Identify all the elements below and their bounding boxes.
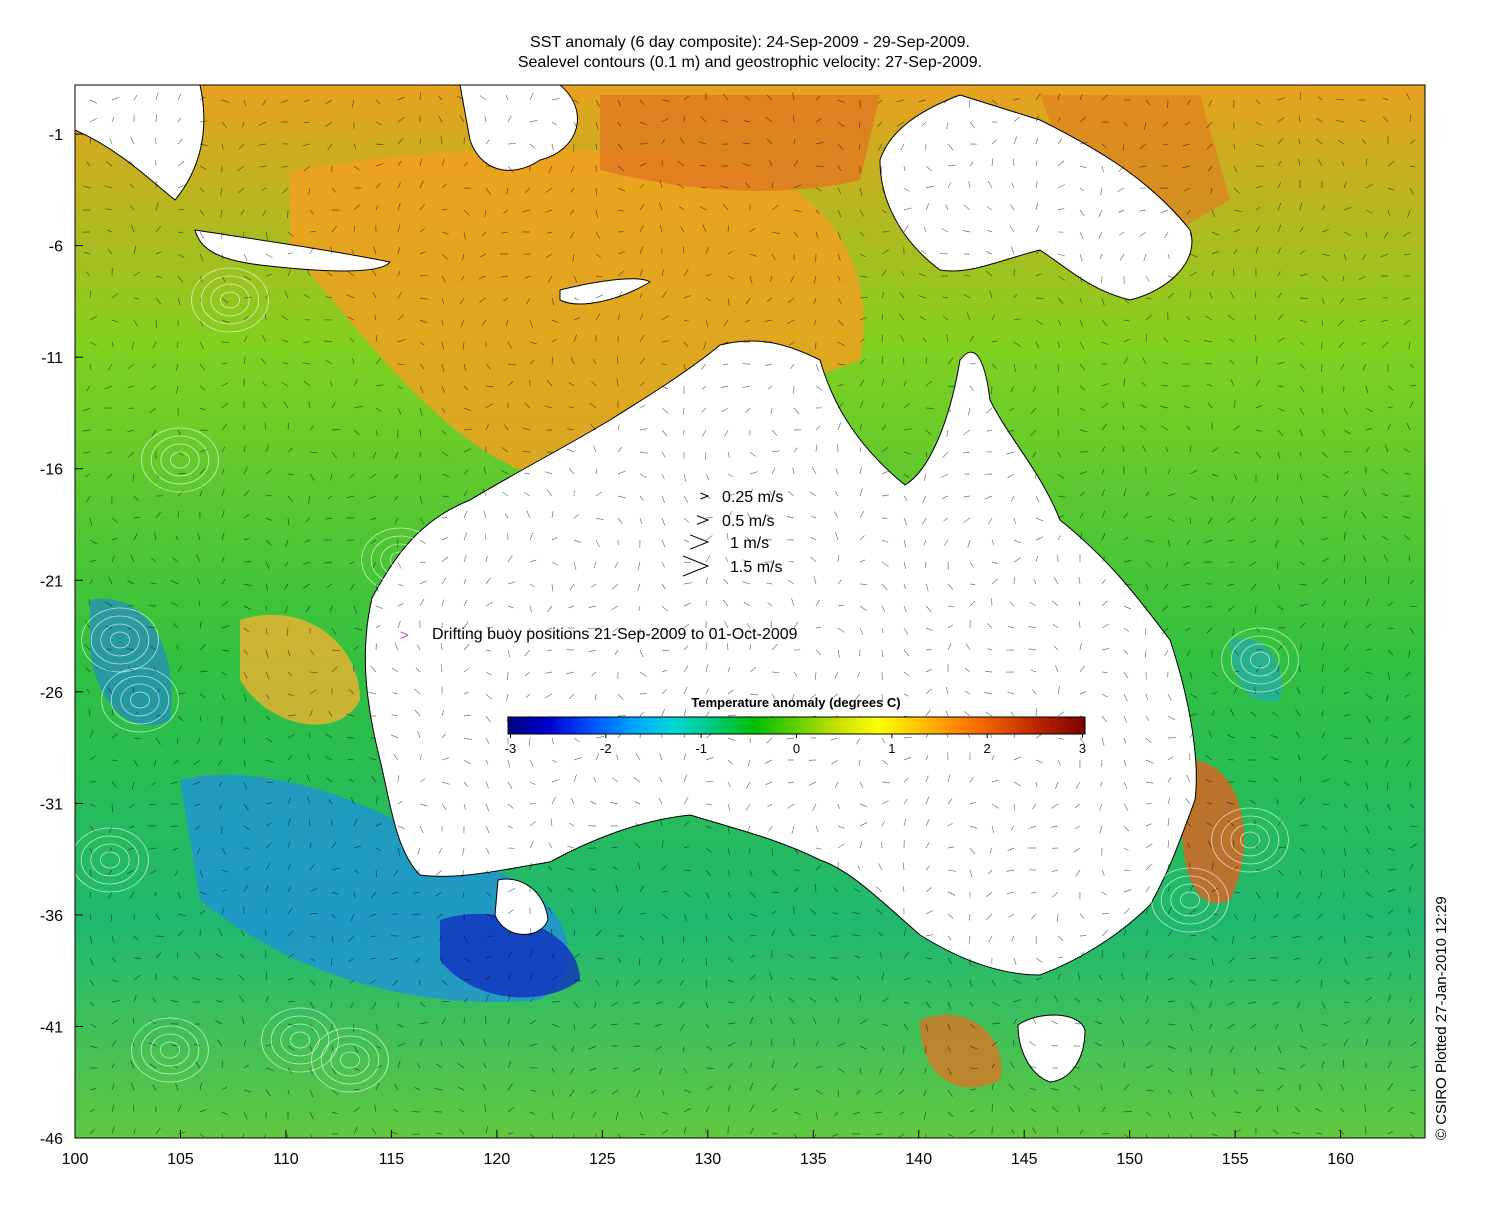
y-tick-label: -1 — [49, 127, 63, 144]
velocity-legend-label: 1 m/s — [730, 535, 769, 552]
colorbar-title: Temperature anomaly (degrees C) — [691, 695, 900, 710]
x-tick-label: 100 — [62, 1151, 89, 1168]
colorbar-tick-label: 1 — [888, 741, 895, 756]
plot-frame — [74, 84, 1426, 1139]
cold-anomaly-core — [440, 913, 580, 998]
colorbar-tick-label: 3 — [1079, 741, 1086, 756]
y-tick-label: -11 — [41, 350, 63, 367]
lesser-sunda — [559, 278, 651, 305]
buoy-legend-label: Drifting buoy positions 21-Sep-2009 to 0… — [432, 626, 798, 643]
sumatra-borneo — [75, 85, 205, 201]
land-masses — [75, 85, 1197, 1083]
colorbar-gradient — [507, 716, 1086, 735]
x-tick-label: 135 — [800, 1151, 827, 1168]
x-tick-label: 140 — [905, 1151, 932, 1168]
buoy-symbol: > — [400, 627, 409, 644]
colorbar: Temperature anomaly (degrees C) -3 -2 -1 0 1… — [505, 695, 1086, 756]
y-axis-latitude: -1 -6 -11 -16 -21 -26 -31 -36 -41 -46 — [40, 127, 83, 1148]
sealevel-contours — [75, 267, 1299, 1093]
y-tick-label: -6 — [49, 239, 63, 256]
y-tick-label: -46 — [40, 1131, 63, 1148]
velocity-legend-arrow — [700, 492, 710, 500]
x-tick-label: 155 — [1222, 1151, 1249, 1168]
sst-anomaly-map — [75, 85, 1425, 1138]
velocity-legend-arrow — [682, 555, 710, 577]
y-tick-label: -31 — [40, 796, 63, 813]
buoy-legend: > Drifting buoy positions 21-Sep-2009 to… — [400, 626, 798, 644]
map-title-line2: Sealevel contours (0.1 m) and geostrophi… — [517, 54, 983, 71]
x-tick-label: 145 — [1011, 1151, 1038, 1168]
x-tick-label: 160 — [1327, 1151, 1354, 1168]
sulawesi — [459, 85, 578, 171]
velocity-legend-arrow — [696, 515, 710, 525]
x-tick-label: 105 — [167, 1151, 194, 1168]
y-tick-label: -21 — [40, 573, 63, 590]
velocity-legend-label: 0.5 m/s — [722, 513, 774, 530]
y-tick-label: -26 — [40, 685, 63, 702]
velocity-legend: 0.25 m/s 0.5 m/s 1 m/s 1.5 m/s — [682, 489, 783, 577]
colorbar-tick-label: 2 — [984, 741, 991, 756]
x-tick-label: 120 — [484, 1151, 511, 1168]
map-title-line1: SST anomaly (6 day composite): 24-Sep-20… — [530, 34, 970, 51]
new-guinea — [879, 94, 1193, 301]
colorbar-tick-label: -1 — [695, 741, 707, 756]
x-axis-longitude: 100 105 110 115 120 125 130 135 140 145 150 155 160 — [62, 1130, 1354, 1168]
warm-anomaly-banda-sea — [600, 95, 880, 191]
warm-anomaly-bass-strait — [920, 1014, 1002, 1088]
velocity-legend-label: 0.25 m/s — [722, 489, 783, 506]
tasmania — [1017, 1014, 1086, 1083]
x-tick-label: 125 — [589, 1151, 616, 1168]
australia-mainland — [364, 340, 1197, 976]
x-tick-label: 110 — [273, 1151, 299, 1168]
colorbar-tick-label: 0 — [793, 741, 800, 756]
velocity-legend-label: 1.5 m/s — [730, 559, 782, 576]
velocity-legend-arrow — [689, 534, 710, 550]
y-tick-label: -41 — [40, 1019, 63, 1036]
x-tick-label: 115 — [379, 1151, 405, 1168]
cold-anomaly-tasman — [1230, 638, 1282, 702]
y-tick-label: -36 — [40, 908, 63, 925]
warm-anomaly-west — [240, 614, 360, 725]
geostrophic-velocity-arrows — [82, 92, 1418, 1138]
credit-text: © CSIRO Plotted 27-Jan-2010 12:29 — [1433, 896, 1450, 1140]
x-tick-label: 150 — [1116, 1151, 1143, 1168]
colorbar-tick-label: -3 — [505, 741, 517, 756]
kangaroo-island — [494, 878, 549, 935]
colorbar-tick-label: -2 — [600, 741, 612, 756]
x-tick-label: 130 — [694, 1151, 721, 1168]
y-tick-label: -16 — [40, 462, 63, 479]
colorbar-ticks: -3 -2 -1 0 1 2 3 — [505, 734, 1086, 756]
